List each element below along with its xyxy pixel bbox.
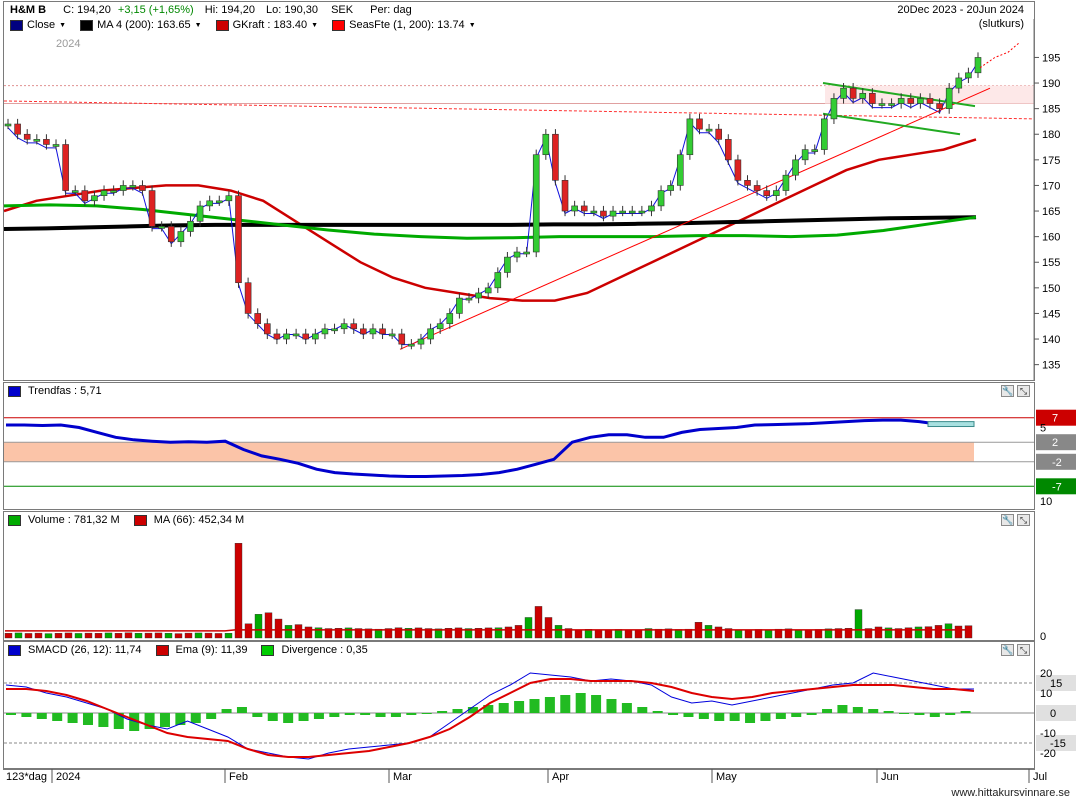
trendfas-panel[interactable]: Trendfas : 5,71 🔧 ⤡ xyxy=(3,382,1035,510)
y-tick-label: 160 xyxy=(1042,232,1060,244)
price-title-row: H&M B C: 194,20 +3,15 (+1,65%) Hi: 194,2… xyxy=(10,4,412,16)
date-range: 20Dec 2023 - 20Jun 2024 xyxy=(897,4,1024,16)
close-legend-swatch xyxy=(10,19,23,31)
price-panel[interactable]: H&M B C: 194,20 +3,15 (+1,65%) Hi: 194,2… xyxy=(3,1,1035,381)
currency-label: SEK xyxy=(331,4,354,16)
level-badge xyxy=(1036,409,1076,426)
level-badge-label: 7 xyxy=(1052,413,1058,425)
gkraft-legend-label: GKraft : 183.40 xyxy=(232,19,308,31)
close-value: C: 194,20 xyxy=(63,4,111,16)
level-badge xyxy=(1036,478,1076,495)
high-value: Hi: 194,20 xyxy=(204,4,255,16)
level-badge xyxy=(1036,434,1076,451)
volume-header: Volume : 781,32 M MA (66): 452,34 M xyxy=(4,512,244,528)
y-tick-label: 140 xyxy=(1042,334,1060,346)
period-label: Per: dag xyxy=(370,4,412,16)
maximize-icon[interactable]: ⤡ xyxy=(1017,385,1030,397)
closing-note: (slutkurs) xyxy=(978,18,1024,30)
y-tick-label: 5 xyxy=(1040,423,1046,435)
symbol-label: H&M B xyxy=(10,4,47,16)
ma200-legend-swatch xyxy=(80,19,94,31)
volume-legend-label: Volume : 781,32 M xyxy=(28,514,120,526)
y-tick-label: 180 xyxy=(1042,129,1060,141)
month-label: Apr xyxy=(552,771,569,783)
y-tick-label: -20 xyxy=(1040,748,1056,760)
volume-tools: 🔧 ⤡ xyxy=(1001,514,1030,526)
x-axis-period-label: 123*dag xyxy=(6,771,47,783)
change-value: +3,15 (+1,65%) xyxy=(117,4,194,16)
ma200-legend-label: MA 4 (200): 163.65 xyxy=(97,19,191,31)
y-tick-label: 175 xyxy=(1042,155,1060,167)
wrench-icon[interactable]: 🔧 xyxy=(1001,644,1014,656)
year-watermark: 2024 xyxy=(56,38,81,50)
volume-ma-legend-swatch xyxy=(133,514,147,526)
y-tick-label: 185 xyxy=(1042,104,1060,116)
month-label: Mar xyxy=(393,771,412,783)
trendfas-tools: 🔧 ⤡ xyxy=(1001,385,1030,397)
y-tick-label: 145 xyxy=(1042,308,1060,320)
seasfte-legend-label: SeasFte (1, 200): 13.74 xyxy=(349,19,465,31)
y-tick-label: 195 xyxy=(1042,52,1060,64)
x-axis: 123*dag xyxy=(3,769,1035,784)
y-tick-label: -10 xyxy=(1040,728,1056,740)
ema-legend-swatch xyxy=(155,644,169,656)
level-badge-label: 15 xyxy=(1050,678,1062,690)
y-tick-label: 170 xyxy=(1042,180,1060,192)
volume-legend-swatch xyxy=(8,514,21,526)
site-footer: www.hittakursvinnare.se xyxy=(951,787,1070,799)
smacd-legend-label: SMACD (26, 12): 11,74 xyxy=(28,644,142,656)
maximize-icon[interactable]: ⤡ xyxy=(1017,514,1030,526)
low-value: Lo: 190,30 xyxy=(266,4,319,16)
price-legend: Close ▼ MA 4 (200): 163.65 ▼ GKraft : 18… xyxy=(10,19,476,31)
month-label: 2024 xyxy=(56,771,80,783)
level-badge xyxy=(1036,453,1076,470)
divergence-legend-swatch xyxy=(261,644,275,656)
chevron-down-icon[interactable]: ▼ xyxy=(311,21,319,29)
level-badge-label: -7 xyxy=(1052,481,1062,493)
y-tick-label: 150 xyxy=(1042,283,1060,295)
chevron-down-icon[interactable]: ▼ xyxy=(468,21,476,29)
wrench-icon[interactable]: 🔧 xyxy=(1001,385,1014,397)
volume-ma-legend-label: MA (66): 452,34 M xyxy=(153,514,245,526)
level-badge xyxy=(1036,705,1076,721)
wrench-icon[interactable]: 🔧 xyxy=(1001,514,1014,526)
maximize-icon[interactable]: ⤡ xyxy=(1017,644,1030,656)
divergence-legend-label: Divergence : 0,35 xyxy=(281,644,368,656)
macd-header: SMACD (26, 12): 11,74 Ema (9): 11,39 Div… xyxy=(4,642,368,658)
month-label: Feb xyxy=(229,771,248,783)
trendfas-legend-label: Trendfas : 5,71 xyxy=(28,385,102,397)
seasfte-legend-swatch xyxy=(332,19,346,31)
volume-panel[interactable]: Volume : 781,32 M MA (66): 452,34 M 🔧 ⤡ xyxy=(3,511,1035,641)
month-label: Jul xyxy=(1033,771,1047,783)
y-tick-label: 10 xyxy=(1040,688,1052,700)
gkraft-legend-swatch xyxy=(215,19,229,31)
level-badge-label: 0 xyxy=(1050,708,1056,720)
level-badge-label: -15 xyxy=(1050,738,1066,750)
ema-legend-label: Ema (9): 11,39 xyxy=(175,644,248,656)
month-label: May xyxy=(716,771,737,783)
level-badge-label: -2 xyxy=(1052,457,1062,469)
chevron-down-icon[interactable]: ▼ xyxy=(59,21,67,29)
chevron-down-icon[interactable]: ▼ xyxy=(194,21,202,29)
x-axis-ticks: 2024 Feb Mar Apr May Jun Jul xyxy=(51,769,1047,783)
y-tick-label: 155 xyxy=(1042,257,1060,269)
macd-tools: 🔧 ⤡ xyxy=(1001,644,1030,656)
level-badge xyxy=(1036,735,1076,751)
y-tick-label: 0 xyxy=(1040,631,1046,641)
trendfas-header: Trendfas : 5,71 xyxy=(4,383,102,399)
y-tick-label: 165 xyxy=(1042,206,1060,218)
y-tick-label: 10 xyxy=(1040,496,1052,508)
level-badge-label: 2 xyxy=(1052,437,1058,449)
y-tick-label: 20 xyxy=(1040,668,1052,680)
macd-panel[interactable]: SMACD (26, 12): 11,74 Ema (9): 11,39 Div… xyxy=(3,641,1035,769)
level-badge xyxy=(1036,675,1076,691)
smacd-legend-swatch xyxy=(8,644,21,656)
month-label: Jun xyxy=(881,771,899,783)
close-legend-label: Close xyxy=(27,19,56,31)
y-tick-label: 190 xyxy=(1042,78,1060,90)
y-tick-label: 135 xyxy=(1042,360,1060,372)
trendfas-legend-swatch xyxy=(8,385,21,397)
